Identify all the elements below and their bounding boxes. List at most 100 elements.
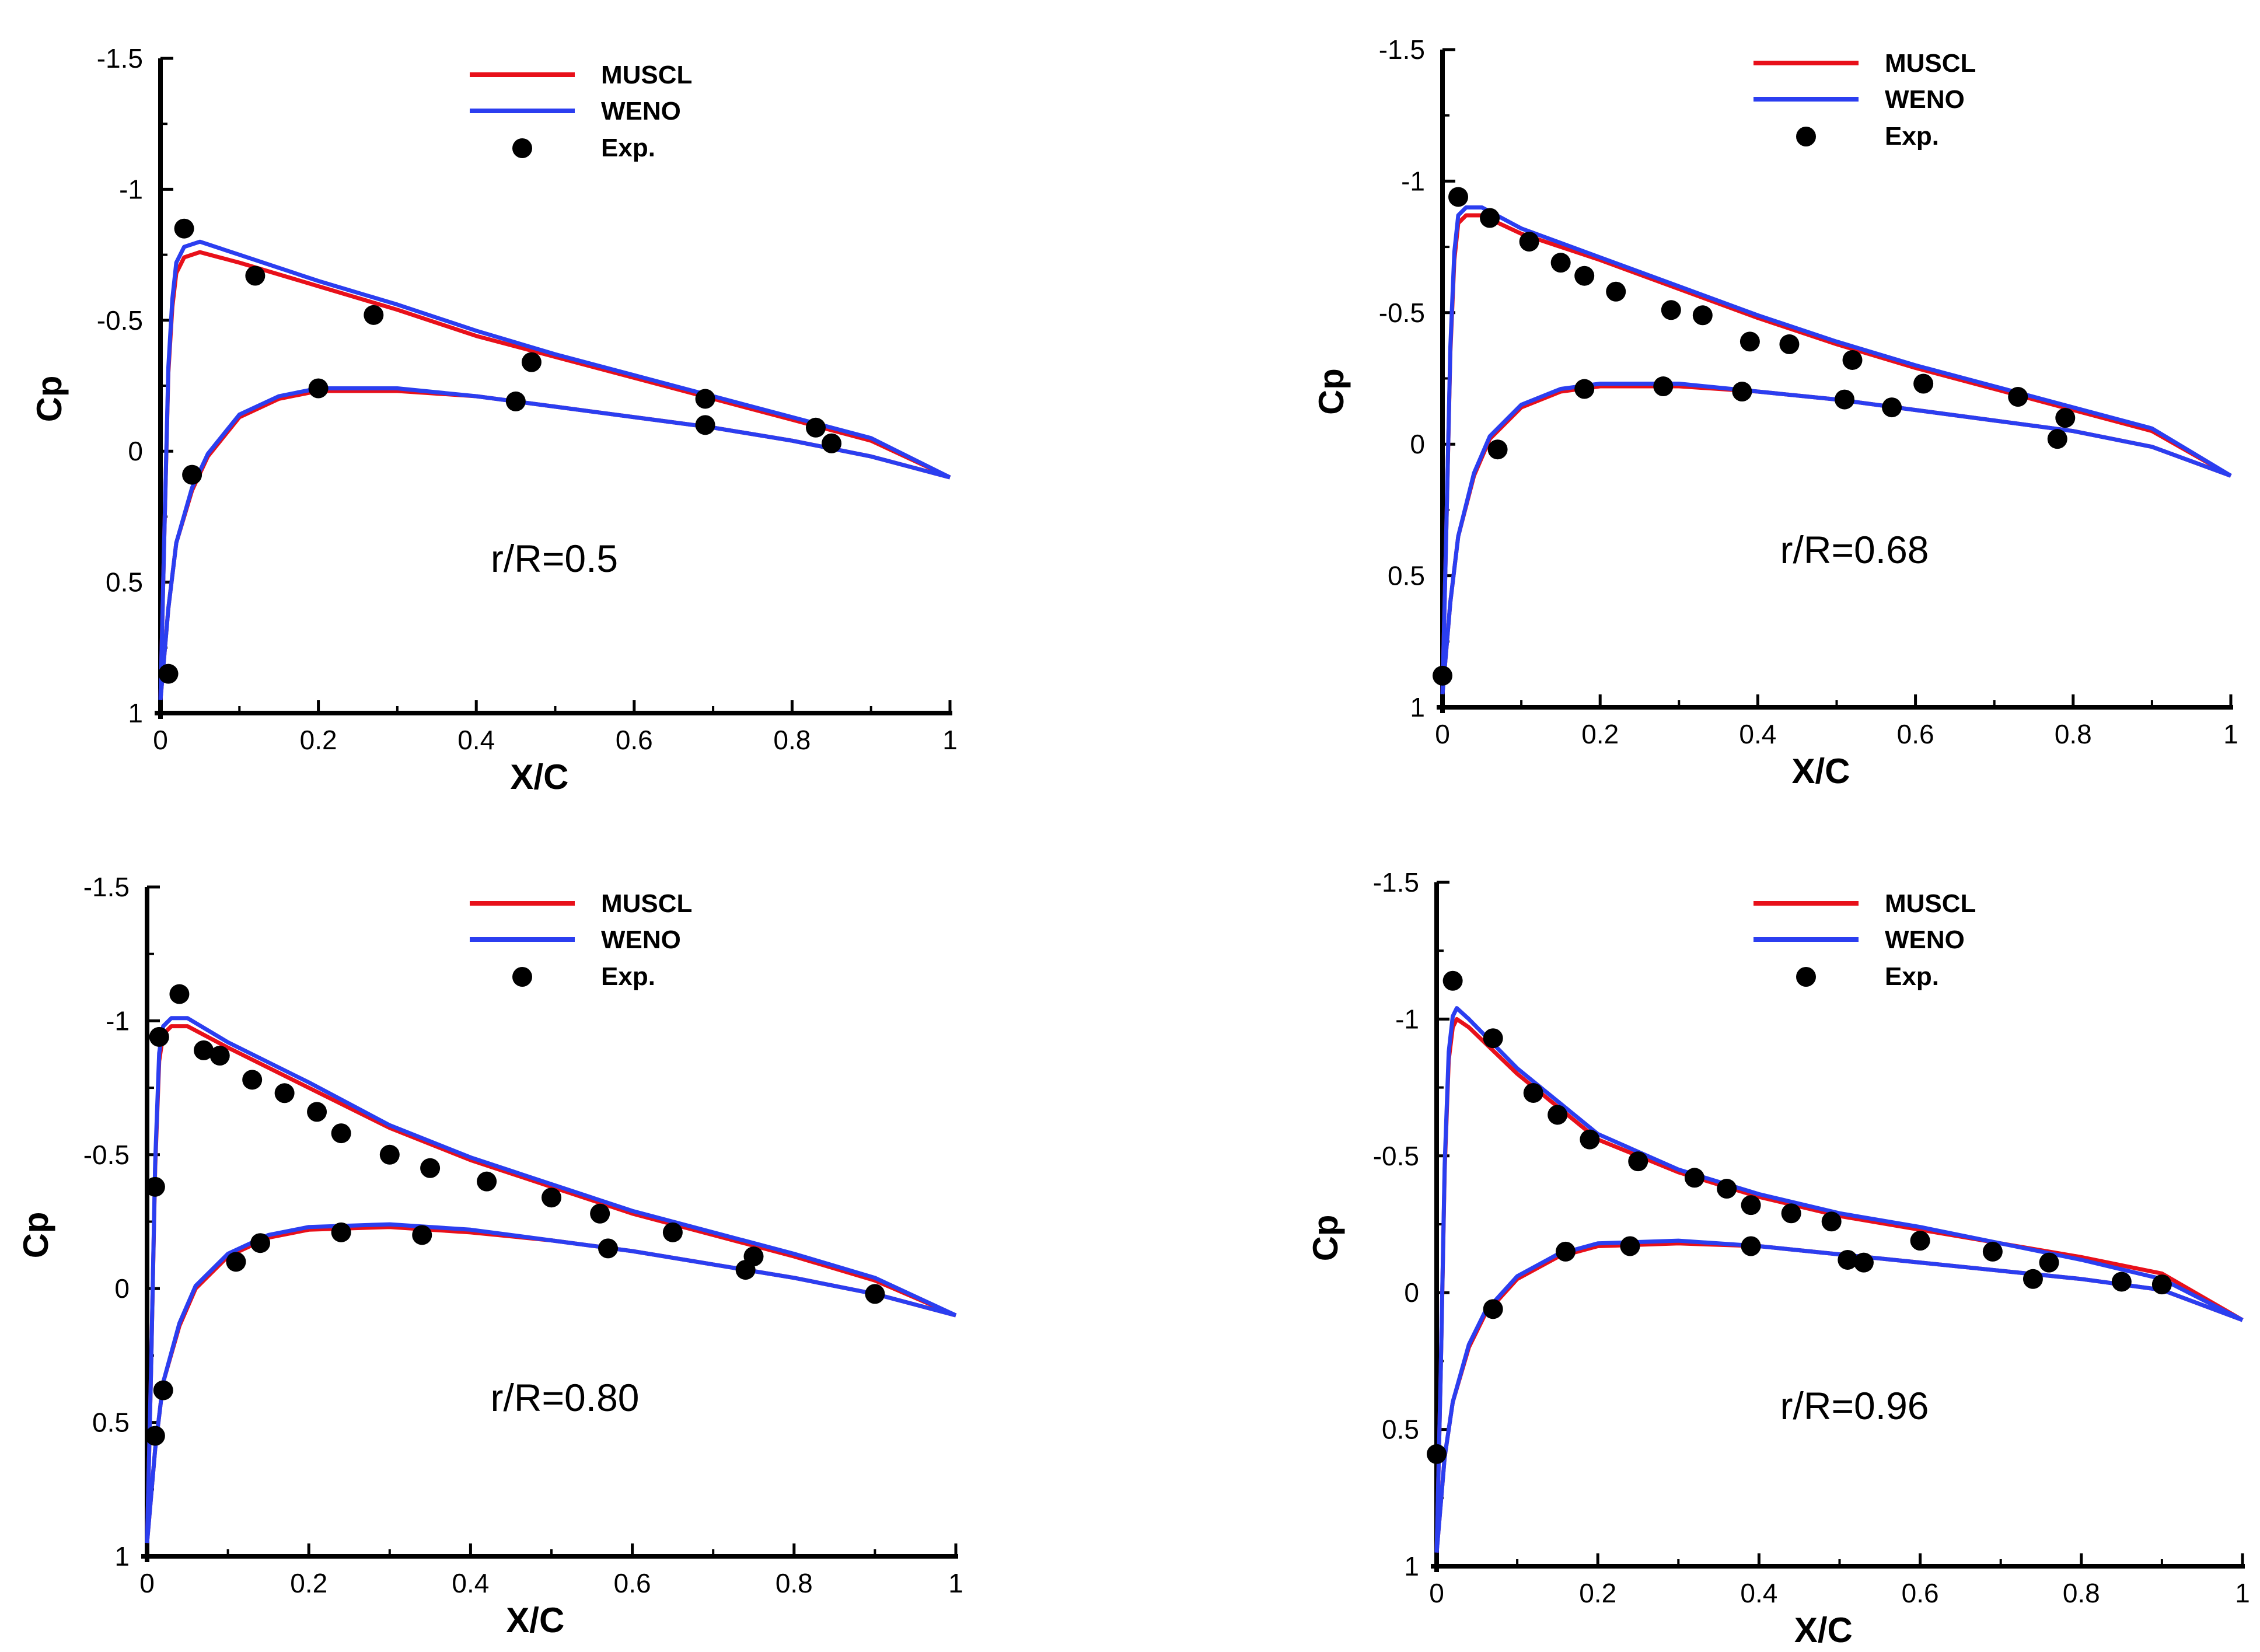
legend: MUSCL WENO Exp. [1753,49,1976,151]
y-axis-title: Cp [1312,368,1351,415]
exp-point [2039,1252,2059,1273]
chart-panel-2: 0 0.2 0.4 0.6 0.8 1 -1.5 -1 -0.5 0 0.5 1 X/C Cp r/R=0.… [1312,34,2238,791]
exp-point [1779,334,1800,354]
exp-point [250,1233,271,1253]
x-axis-title: X/C [1791,752,1850,791]
exp-point [1741,1236,1761,1256]
x-tick-label: 0.4 [1740,1578,1777,1608]
x-tick-label: 0.6 [616,725,653,755]
y-tick-label: 0.5 [106,567,143,598]
exp-point [1548,1105,1568,1125]
x-tick-label: 0.2 [1581,719,1619,749]
legend-exp-marker [512,967,532,987]
exp-point [2047,429,2067,449]
exp-point [1555,1241,1576,1262]
y-tick-label: -1 [119,174,143,204]
x-tick-label: 0.4 [1739,719,1776,749]
exp-point [805,417,826,438]
weno-upper-line [145,1016,957,1543]
exp-point [1580,1129,1600,1150]
exp-point [1653,376,1674,397]
exp-point [242,1070,263,1090]
y-axis-title: Cp [30,375,69,422]
exp-point [743,1246,764,1267]
x-axis-title: X/C [510,757,568,797]
x-tick-label: 0.8 [773,725,811,755]
exp-point [590,1203,610,1224]
exp-point [1523,1082,1543,1103]
radius-annotation: r/R=0.5 [491,537,618,580]
exp-point [158,663,179,684]
exp-point [1487,439,1508,460]
exp-point [1483,1299,1503,1319]
exp-point [153,1380,173,1400]
exp-point [1606,281,1626,302]
radius-annotation: r/R=0.96 [1780,1384,1929,1427]
exp-point [1882,397,1902,418]
exp-point [542,1188,561,1208]
x-tick-label: 0.6 [614,1568,651,1598]
exp-point [245,266,266,286]
exp-point [521,352,542,372]
chart-panel-4: 0 0.2 0.4 0.6 0.8 1 -1.5 -1 -0.5 0 0.5 1 X/C Cp r/R=0.… [1306,867,2250,1650]
exp-point [1550,253,1571,273]
legend-muscl-label: MUSCL [1885,889,1976,918]
x-tick-label: 0.8 [2055,719,2092,749]
exp-point [1519,232,1539,252]
y-tick-label: -1.5 [1373,867,1419,897]
x-tick-label: 0.2 [300,725,337,755]
exp-point [1717,1179,1737,1199]
legend-weno-label: WENO [601,925,681,954]
exp-point [1483,1028,1503,1049]
x-tick-label: 1 [948,1568,963,1598]
y-tick-label: 0 [1410,429,1425,459]
exp-point [274,1083,295,1103]
exp-point [331,1123,351,1144]
exp-point [662,1222,683,1242]
exp-point [1835,389,1855,410]
exp-point [364,305,384,325]
weno-lower-line [1440,382,2232,694]
y-tick-label: 0 [1404,1277,1419,1308]
exp-point [1442,970,1463,991]
y-tick-label: 0 [114,1273,130,1304]
muscl-upper-line [1440,213,2232,694]
x-tick-label: 0.2 [290,1568,327,1598]
exp-point [1427,1444,1447,1464]
exp-point [598,1238,619,1259]
weno-upper-line [158,239,951,700]
x-tick-label: 0.2 [1579,1578,1616,1608]
radius-annotation: r/R=0.68 [1780,528,1929,571]
exp-point [1741,1195,1761,1216]
legend: MUSCL WENO Exp. [470,889,692,991]
y-tick-label: -0.5 [1373,1141,1419,1171]
exp-point [1448,187,1469,207]
chart-panel-3: 0 0.2 0.4 0.6 0.8 1 -1.5 -1 -0.5 0 0.5 1 X/C Cp r/R=0.… [16,872,963,1640]
legend-muscl-label: MUSCL [1885,49,1976,78]
exp-point [1842,350,1863,370]
legend-weno-label: WENO [1885,85,1965,114]
exp-point [379,1144,400,1165]
exp-point [308,378,329,399]
exp-point [226,1252,246,1272]
exp-point [1739,331,1760,352]
exp-point [412,1225,432,1245]
legend-exp-label: Exp. [1885,962,1939,991]
x-tick-label: 1 [2223,719,2238,749]
chart-panel-1: 0 0.2 0.4 0.6 0.8 1 -1.5 -1 -0.5 0 0.5 1 X/C Cp r/R=0.… [30,43,958,797]
exp-point [477,1171,497,1192]
exp-point [1692,305,1713,326]
muscl-upper-line [158,250,951,700]
exp-point [822,433,842,453]
exp-point [331,1222,351,1242]
exp-point [1853,1252,1874,1273]
legend-exp-label: Exp. [601,134,655,162]
y-tick-label: -1.5 [83,872,130,902]
exp-point [695,389,715,409]
x-tick-label: 0.4 [457,725,495,755]
y-tick-label: 1 [1410,692,1425,722]
x-axis-title: X/C [506,1601,564,1640]
exp-point [182,464,202,485]
legend-weno-label: WENO [601,97,681,125]
exp-point [1732,382,1752,402]
